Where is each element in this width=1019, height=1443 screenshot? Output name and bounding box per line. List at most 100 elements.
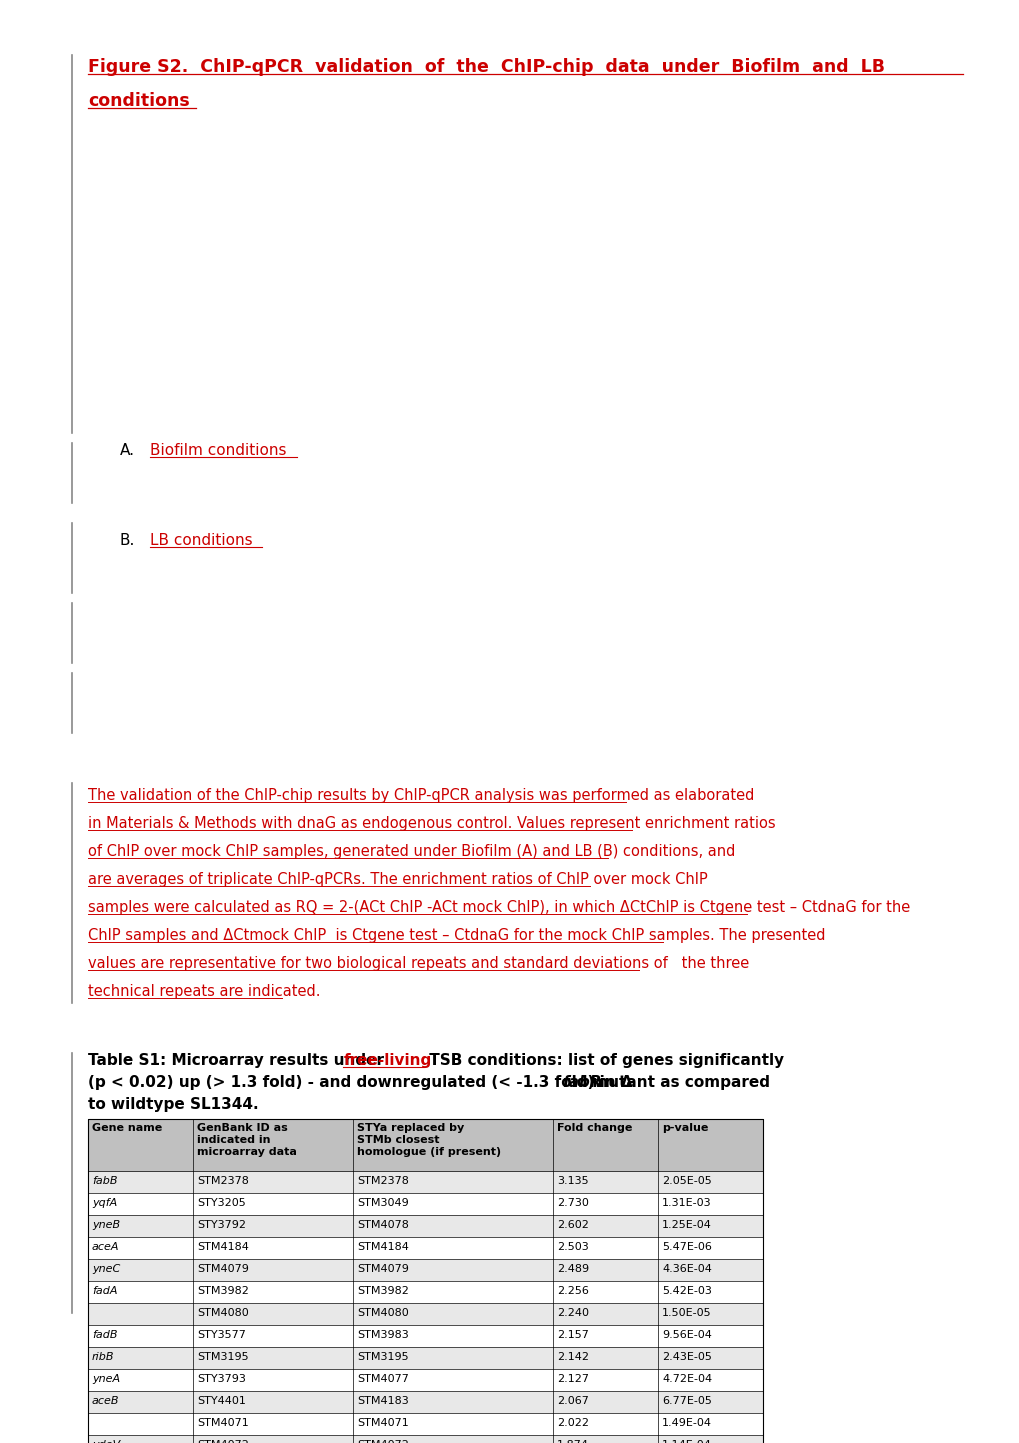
- Text: 4.36E-04: 4.36E-04: [661, 1264, 711, 1274]
- Text: Fold change: Fold change: [556, 1123, 632, 1133]
- Text: Figure S2.  ChIP-qPCR  validation  of  the  ChIP-chip  data  under  Biofilm  and: Figure S2. ChIP-qPCR validation of the C…: [88, 58, 884, 76]
- Text: STM2378: STM2378: [197, 1176, 249, 1186]
- Text: fabB: fabB: [92, 1176, 117, 1186]
- Text: technical repeats are indicated.: technical repeats are indicated.: [88, 984, 320, 999]
- Text: 5.42E-03: 5.42E-03: [661, 1286, 711, 1296]
- Text: STM4078: STM4078: [357, 1219, 409, 1229]
- Text: 2.489: 2.489: [556, 1264, 589, 1274]
- Bar: [88, 1118, 762, 1443]
- Text: yneA: yneA: [92, 1374, 120, 1384]
- Text: yqfA: yqfA: [92, 1198, 117, 1208]
- Text: STY3577: STY3577: [197, 1330, 246, 1341]
- Text: to wildtype SL1344.: to wildtype SL1344.: [88, 1097, 259, 1113]
- Bar: [88, 1172, 762, 1193]
- Text: LB conditions: LB conditions: [150, 532, 253, 548]
- Text: STM3195: STM3195: [357, 1352, 409, 1362]
- Text: STY4401: STY4401: [197, 1395, 246, 1405]
- Text: 2.157: 2.157: [556, 1330, 588, 1341]
- Bar: [88, 1193, 762, 1215]
- Text: fadB: fadB: [92, 1330, 117, 1341]
- Text: STY3205: STY3205: [197, 1198, 246, 1208]
- Text: STM2378: STM2378: [357, 1176, 409, 1186]
- Text: STM3049: STM3049: [357, 1198, 409, 1208]
- Text: Table S1: Microarray results under: Table S1: Microarray results under: [88, 1053, 389, 1068]
- Text: microarray data: microarray data: [197, 1147, 297, 1157]
- Text: 6.77E-05: 6.77E-05: [661, 1395, 711, 1405]
- Text: (p < 0.02) up (> 1.3 fold) - and downregulated (< -1.3 fold) in Δ: (p < 0.02) up (> 1.3 fold) - and downreg…: [88, 1075, 632, 1089]
- Text: ribB: ribB: [92, 1352, 114, 1362]
- Text: STM3982: STM3982: [197, 1286, 249, 1296]
- Text: free-living: free-living: [343, 1053, 431, 1068]
- Text: Biofilm conditions: Biofilm conditions: [150, 443, 286, 457]
- Text: STM4077: STM4077: [357, 1374, 409, 1384]
- Text: STM4079: STM4079: [197, 1264, 249, 1274]
- Text: STY3792: STY3792: [197, 1219, 246, 1229]
- Bar: [88, 1215, 762, 1237]
- Text: p-value: p-value: [661, 1123, 707, 1133]
- Text: of ChIP over mock ChIP samples, generated under Biofilm (A) and LB (B) condition: of ChIP over mock ChIP samples, generate…: [88, 844, 735, 859]
- Text: Gene name: Gene name: [92, 1123, 162, 1133]
- Text: 2.240: 2.240: [556, 1307, 588, 1317]
- Text: B.: B.: [120, 532, 136, 548]
- Text: values are representative for two biological repeats and standard deviations of : values are representative for two biolog…: [88, 957, 749, 971]
- Text: 5.47E-06: 5.47E-06: [661, 1242, 711, 1253]
- Text: STM4072: STM4072: [357, 1440, 409, 1443]
- Text: yneB: yneB: [92, 1219, 120, 1229]
- Text: The validation of the ChIP-chip results by ChIP-qPCR analysis was performed as e: The validation of the ChIP-chip results …: [88, 788, 754, 802]
- Text: 4.72E-04: 4.72E-04: [661, 1374, 711, 1384]
- Bar: [88, 1237, 762, 1258]
- Text: STM3983: STM3983: [357, 1330, 409, 1341]
- Text: 1.25E-04: 1.25E-04: [661, 1219, 711, 1229]
- Text: 1.14E-04: 1.14E-04: [661, 1440, 711, 1443]
- Bar: [88, 1325, 762, 1346]
- Text: 2.43E-05: 2.43E-05: [661, 1352, 711, 1362]
- Text: STY3793: STY3793: [197, 1374, 246, 1384]
- Bar: [88, 1369, 762, 1391]
- Bar: [88, 1346, 762, 1369]
- Text: STM4080: STM4080: [197, 1307, 249, 1317]
- Text: 2.730: 2.730: [556, 1198, 588, 1208]
- Text: conditions: conditions: [88, 92, 190, 110]
- Text: fabR: fabR: [561, 1075, 601, 1089]
- Text: mutant as compared: mutant as compared: [587, 1075, 769, 1089]
- Text: 1.874: 1.874: [556, 1440, 588, 1443]
- Text: 2.022: 2.022: [556, 1418, 588, 1429]
- Bar: [88, 1434, 762, 1443]
- Text: STM4184: STM4184: [357, 1242, 409, 1253]
- Text: 1.50E-05: 1.50E-05: [661, 1307, 711, 1317]
- Text: 1.31E-03: 1.31E-03: [661, 1198, 711, 1208]
- Text: STM3982: STM3982: [357, 1286, 409, 1296]
- Text: 2.127: 2.127: [556, 1374, 588, 1384]
- Text: STM4184: STM4184: [197, 1242, 249, 1253]
- Text: STMb closest: STMb closest: [357, 1136, 439, 1144]
- Bar: [88, 1118, 762, 1172]
- Text: 2.503: 2.503: [556, 1242, 588, 1253]
- Text: yneC: yneC: [92, 1264, 120, 1274]
- Bar: [88, 1258, 762, 1281]
- Text: 2.602: 2.602: [556, 1219, 588, 1229]
- Bar: [88, 1303, 762, 1325]
- Text: indicated in: indicated in: [197, 1136, 270, 1144]
- Text: 2.067: 2.067: [556, 1395, 588, 1405]
- Text: ydeV: ydeV: [92, 1440, 120, 1443]
- Text: in Materials & Methods with dnaG as endogenous control. Values represent enrichm: in Materials & Methods with dnaG as endo…: [88, 815, 774, 831]
- Text: STM4071: STM4071: [197, 1418, 249, 1429]
- Text: 1.49E-04: 1.49E-04: [661, 1418, 711, 1429]
- Text: STM4079: STM4079: [357, 1264, 409, 1274]
- Text: STM3195: STM3195: [197, 1352, 249, 1362]
- Bar: [88, 1413, 762, 1434]
- Text: fadA: fadA: [92, 1286, 117, 1296]
- Text: STM4072: STM4072: [197, 1440, 249, 1443]
- Text: 9.56E-04: 9.56E-04: [661, 1330, 711, 1341]
- Text: A.: A.: [120, 443, 135, 457]
- Text: GenBank ID as: GenBank ID as: [197, 1123, 287, 1133]
- Text: ChIP samples and ΔCtmock ChIP  is Ctgene test – CtdnaG for the mock ChIP samples: ChIP samples and ΔCtmock ChIP is Ctgene …: [88, 928, 824, 942]
- Text: samples were calculated as RQ = 2-(ACt ChIP -ACt mock ChIP), in which ΔCtChIP is: samples were calculated as RQ = 2-(ACt C…: [88, 900, 909, 915]
- Text: aceA: aceA: [92, 1242, 119, 1253]
- Text: 3.135: 3.135: [556, 1176, 588, 1186]
- Bar: [88, 1391, 762, 1413]
- Text: STM4080: STM4080: [357, 1307, 409, 1317]
- Text: aceB: aceB: [92, 1395, 119, 1405]
- Text: 2.05E-05: 2.05E-05: [661, 1176, 711, 1186]
- Text: are averages of triplicate ChIP-qPCRs. The enrichment ratios of ChIP over mock C: are averages of triplicate ChIP-qPCRs. T…: [88, 872, 707, 887]
